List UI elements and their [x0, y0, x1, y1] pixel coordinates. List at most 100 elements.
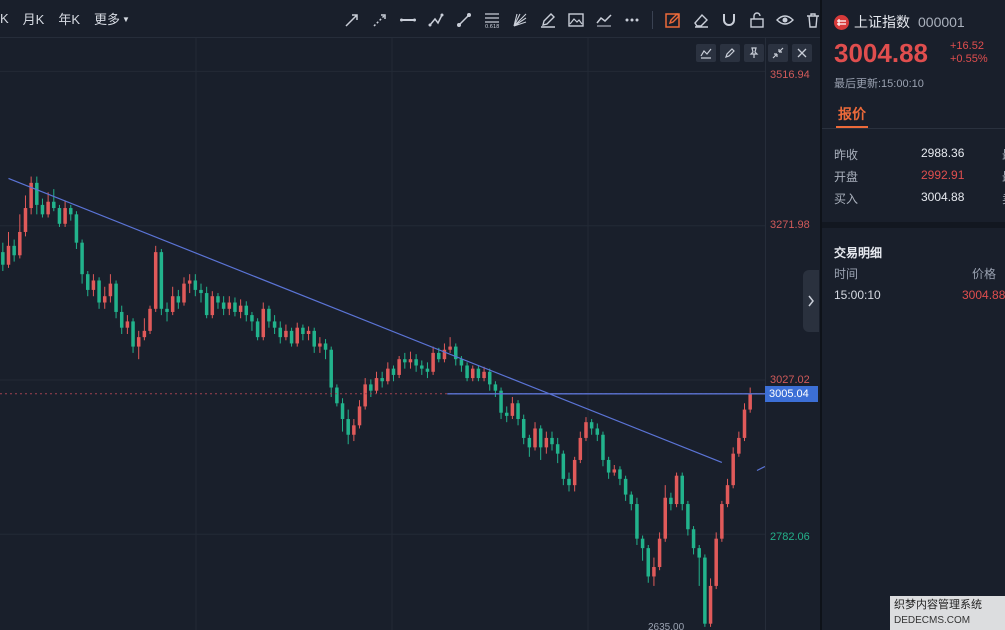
quote-label: 买入	[834, 192, 859, 206]
candle-body	[340, 403, 345, 420]
candle-body	[663, 497, 667, 539]
magnet-icon[interactable]	[715, 8, 743, 32]
more-dots-icon[interactable]	[618, 8, 646, 32]
candle-body	[657, 538, 662, 568]
candle-body	[431, 352, 435, 372]
chart-controls	[696, 44, 812, 62]
change-percent: +0.55%	[950, 53, 988, 65]
watermark-line2: DEDECMS.COM	[894, 615, 971, 626]
curve-icon[interactable]	[590, 8, 618, 32]
eraser-icon[interactable]	[687, 8, 715, 32]
candle-body	[176, 296, 181, 303]
pin-icon[interactable]	[744, 44, 764, 62]
candle-body	[352, 425, 356, 435]
candle-body	[476, 368, 481, 379]
unlock-icon[interactable]	[743, 8, 771, 32]
candle-body	[204, 293, 209, 316]
candle-body	[63, 208, 67, 224]
candle-body	[533, 428, 537, 448]
period-month[interactable]: 月K	[22, 12, 45, 27]
candle-body	[335, 387, 339, 404]
candle-body	[487, 371, 492, 385]
candle-body	[686, 504, 690, 530]
candle-body	[80, 242, 84, 275]
chart-pane: K 月K 年K 更多 ▼ 0.618	[0, 0, 820, 630]
candle-body	[482, 371, 486, 379]
draw-mode-icon[interactable]	[659, 8, 687, 32]
candle-body	[465, 365, 469, 379]
trades-header-price: 价格	[972, 267, 997, 281]
section-divider	[822, 222, 1005, 228]
candle-body	[363, 384, 367, 407]
trendline	[8, 177, 723, 464]
horizontal-line-icon[interactable]	[394, 8, 422, 32]
candle-body	[499, 390, 503, 413]
candle-body	[114, 283, 118, 312]
trades-title: 交易明细	[834, 246, 883, 260]
image-icon[interactable]	[562, 8, 590, 32]
fibonacci-icon[interactable]: 0.618	[478, 8, 506, 32]
eye-icon[interactable]	[771, 8, 799, 32]
instrument-header: 上证指数 000001	[834, 12, 965, 32]
candle-body	[386, 368, 390, 382]
candle-body	[454, 346, 458, 360]
candle-body	[278, 327, 283, 338]
edit-icon[interactable]	[720, 44, 740, 62]
period-more[interactable]: 更多 ▼	[94, 9, 130, 28]
candle-body	[131, 321, 135, 347]
y-tick-label: 3271.98	[770, 219, 810, 231]
trash-icon[interactable]	[799, 8, 827, 32]
arrow-ray-icon[interactable]	[338, 8, 366, 32]
candle-body	[306, 330, 311, 334]
candle-body	[346, 419, 350, 435]
chart-toolbar: K 月K 年K 更多 ▼ 0.618	[0, 0, 820, 38]
candle-body	[708, 585, 713, 624]
pencil-icon[interactable]	[534, 8, 562, 32]
candle-body	[680, 475, 684, 505]
segment-icon[interactable]	[450, 8, 478, 32]
quote-label: 开盘	[834, 170, 859, 184]
polyline-icon[interactable]	[422, 8, 450, 32]
candle-body	[397, 359, 401, 375]
instrument-name: 上证指数	[854, 14, 910, 30]
candle-body	[459, 359, 464, 366]
period-k[interactable]: K	[0, 11, 9, 26]
period-year[interactable]: 年K	[58, 12, 81, 27]
candle-body	[153, 252, 158, 309]
candle-body	[18, 231, 22, 256]
candle-body	[318, 343, 322, 347]
candle-body	[652, 567, 656, 577]
candle-body	[125, 321, 130, 328]
candlestick-chart[interactable]	[0, 38, 820, 630]
quote-panel: 上证指数 000001 3004.88 +16.52 +0.55% 最后更新:1…	[820, 0, 1005, 630]
candle-body	[442, 349, 447, 360]
candle-body	[250, 315, 254, 322]
candle-body	[187, 280, 192, 284]
close-icon[interactable]	[792, 44, 812, 62]
shrink-icon[interactable]	[768, 44, 788, 62]
drawing-tools: 0.618	[338, 8, 827, 32]
watermark: 织梦内容管理系统 DEDECMS.COM	[890, 596, 1005, 630]
candle-body	[6, 245, 11, 265]
candle-body	[289, 330, 294, 344]
candle-body	[255, 321, 260, 338]
change-value: +16.52	[950, 40, 984, 52]
fan-icon[interactable]	[506, 8, 534, 32]
candle-body	[1, 252, 5, 265]
candle-body	[91, 280, 96, 290]
candle-body	[74, 214, 79, 243]
collapse-panel-handle[interactable]	[803, 270, 819, 332]
dashed-ray-icon[interactable]	[366, 8, 394, 32]
indicator-icon[interactable]	[696, 44, 716, 62]
candle-body	[244, 305, 249, 316]
candle-body	[589, 422, 594, 429]
candle-body	[504, 412, 509, 416]
tab-quote[interactable]: 报价	[838, 106, 866, 122]
candle-body	[669, 497, 673, 505]
candle-body	[414, 359, 418, 366]
candle-body	[538, 428, 543, 448]
candle-body	[470, 368, 475, 379]
candle-body	[561, 453, 566, 479]
trendline-extension	[756, 465, 766, 472]
candle-body	[369, 384, 373, 391]
